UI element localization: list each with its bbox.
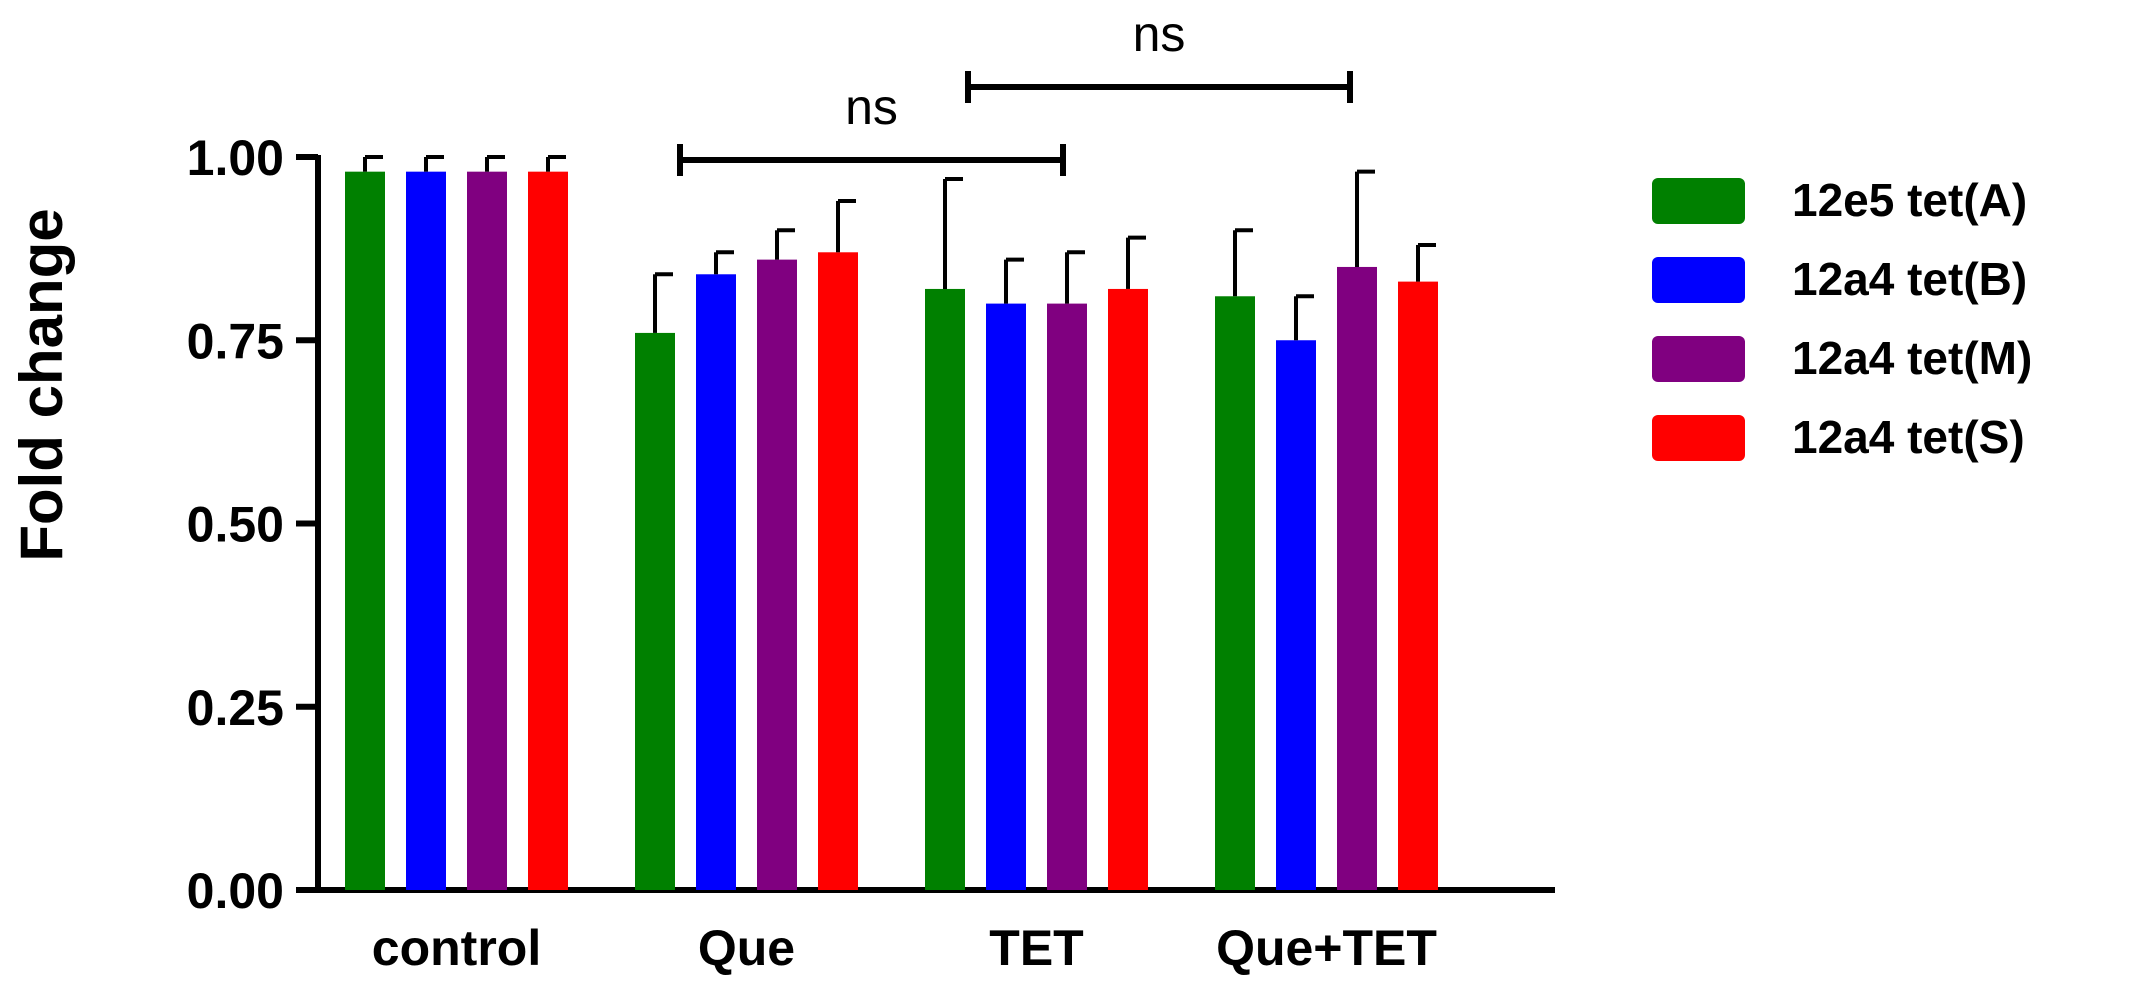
- legend-label: 12a4 tet(B): [1792, 253, 2027, 305]
- bar: [635, 332, 675, 890]
- bar: [467, 171, 507, 890]
- bar: [696, 274, 736, 890]
- bar: [1215, 296, 1255, 890]
- y-tick-label: 0.75: [187, 313, 284, 369]
- bar: [925, 288, 965, 890]
- bar: [757, 259, 797, 890]
- y-axis-label: Fold change: [8, 208, 75, 561]
- bar: [1047, 303, 1087, 891]
- x-tick-label: TET: [989, 920, 1083, 976]
- x-tick-label: Que: [698, 920, 795, 976]
- y-tick-label: 0.25: [187, 680, 284, 736]
- bar: [986, 303, 1026, 891]
- legend-label: 12a4 tet(M): [1792, 332, 2032, 384]
- significance-label: ns: [1133, 6, 1186, 62]
- bar: [1337, 266, 1377, 890]
- y-tick-label: 0.50: [187, 497, 284, 553]
- bar: [1398, 281, 1438, 890]
- legend-swatch: [1652, 257, 1745, 303]
- bar: [1108, 288, 1148, 890]
- y-tick-label: 1.00: [187, 130, 284, 186]
- bar: [818, 252, 858, 891]
- legend-swatch: [1652, 336, 1745, 382]
- bar: [406, 171, 446, 890]
- legend-swatch: [1652, 178, 1745, 224]
- legend-swatch: [1652, 415, 1745, 461]
- legend: 12e5 tet(A) 12a4 tet(B) 12a4 tet(M) 12a4 te…: [1652, 174, 2032, 463]
- bars-group: [345, 171, 1438, 891]
- bar: [345, 171, 385, 890]
- significance-label: ns: [845, 79, 898, 135]
- bar: [1276, 340, 1316, 890]
- significance-annotations: ns ns: [677, 6, 1353, 176]
- error-bars-group: [363, 155, 1436, 341]
- y-tick-label: 0.00: [187, 863, 284, 919]
- bar: [528, 171, 568, 890]
- x-tick-label: control: [372, 920, 541, 976]
- y-axis: 0.00 0.25 0.50 0.75 1.00: [187, 130, 321, 919]
- legend-label: 12e5 tet(A): [1792, 174, 2027, 226]
- x-tick-label: Que+TET: [1216, 920, 1437, 976]
- legend-label: 12a4 tet(S): [1792, 411, 2025, 463]
- x-axis: control Que TET Que+TET: [315, 887, 1555, 976]
